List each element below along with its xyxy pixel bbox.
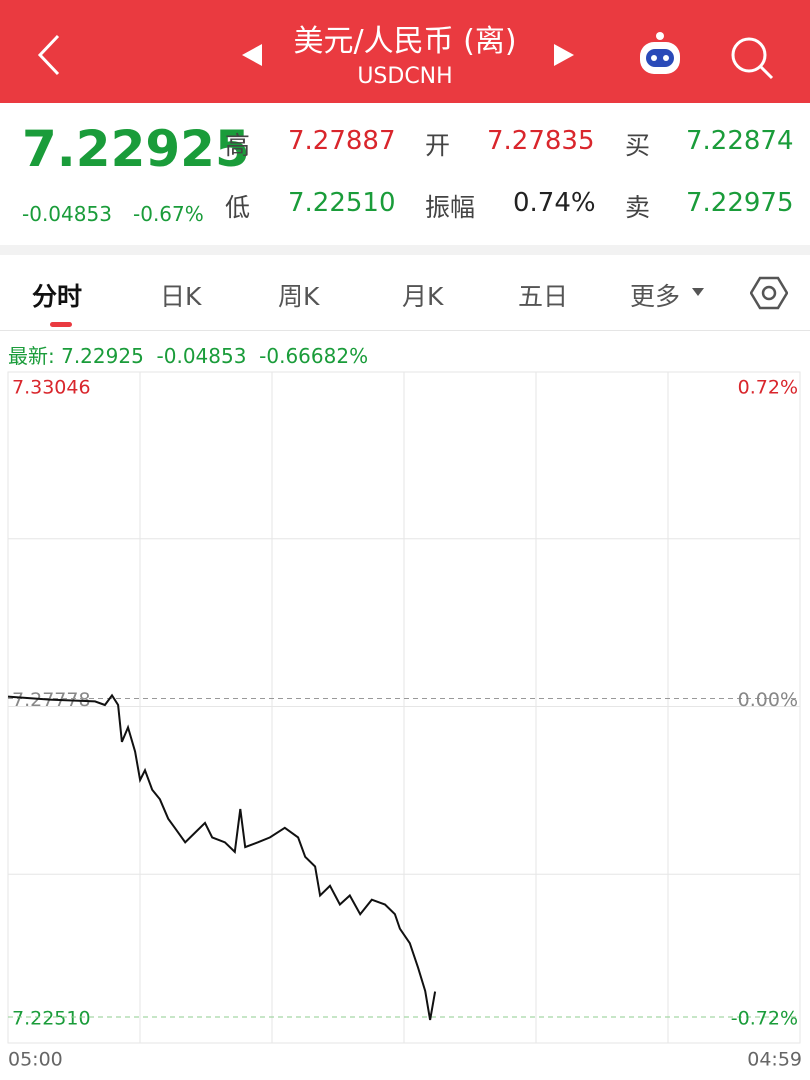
x-tick-label: 04:59 <box>747 1049 802 1071</box>
tab[interactable]: 日K <box>160 282 202 311</box>
y-tick-label: 7.22510 <box>12 1008 91 1030</box>
subtitle: USDCNH <box>357 64 453 89</box>
x-tick-label: 05:00 <box>8 1049 63 1071</box>
field-value: 0.74% <box>513 188 596 218</box>
tab[interactable]: 周K <box>278 282 320 311</box>
divider <box>0 330 810 331</box>
back-button[interactable] <box>30 30 70 80</box>
y2-tick-label: 0.00% <box>738 689 798 711</box>
tab[interactable]: 更多 <box>630 282 681 311</box>
y2-tick-label: -0.72% <box>731 1008 798 1030</box>
dropdown-icon[interactable] <box>692 288 704 296</box>
tab[interactable]: 五日 <box>518 282 569 311</box>
field-value: 7.22975 <box>686 188 794 218</box>
tab[interactable]: 分时 <box>32 282 83 311</box>
field-label: 高 <box>225 131 251 160</box>
field-label: 低 <box>225 193 251 222</box>
price-line <box>7 693 437 1021</box>
field-value: 7.27835 <box>487 126 595 156</box>
change-pct: -0.67% <box>133 202 204 226</box>
search-icon[interactable] <box>728 34 776 82</box>
field-value: 7.22510 <box>288 188 396 218</box>
next-arrow[interactable] <box>552 42 576 68</box>
field-value: 7.27887 <box>288 126 396 156</box>
tab-indicator <box>50 322 72 327</box>
divider <box>0 245 810 255</box>
field-label: 买 <box>625 131 651 160</box>
prev-arrow[interactable] <box>240 42 264 68</box>
change: -0.04853 <box>22 202 112 226</box>
field-value: 7.22874 <box>686 126 794 156</box>
latest-line: 最新: 7.22925 -0.04853 -0.66682% <box>8 344 369 368</box>
robot-icon[interactable] <box>636 30 684 78</box>
field-label: 振幅 <box>425 193 476 222</box>
field-label: 开 <box>425 131 451 160</box>
tab[interactable]: 月K <box>402 282 444 311</box>
settings-icon[interactable] <box>750 274 788 312</box>
y2-tick-label: 0.72% <box>738 377 798 399</box>
y-tick-label: 7.33046 <box>12 377 91 399</box>
title: 美元/人民币 (离) <box>293 24 517 59</box>
header: 美元/人民币 (离) USDCNH <box>0 0 810 103</box>
field-label: 卖 <box>625 193 651 222</box>
price: 7.22925 <box>22 120 250 178</box>
